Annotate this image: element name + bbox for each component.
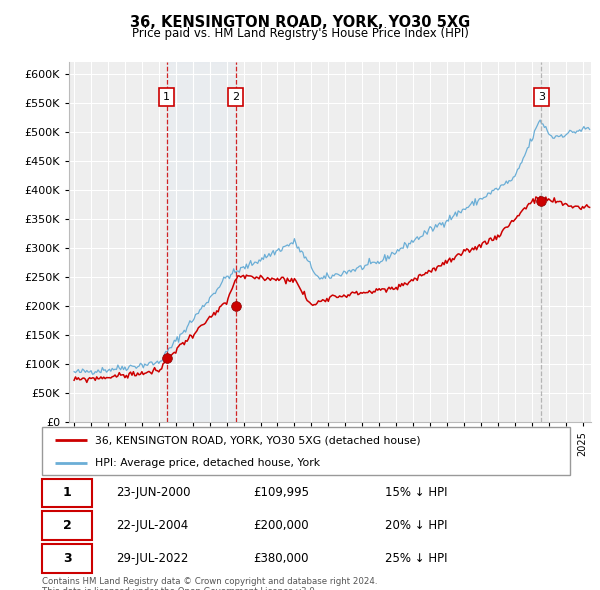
Text: 29-JUL-2022: 29-JUL-2022	[116, 552, 188, 565]
Text: 25% ↓ HPI: 25% ↓ HPI	[385, 552, 448, 565]
Text: 22-JUL-2004: 22-JUL-2004	[116, 519, 188, 532]
Text: 2: 2	[232, 92, 239, 102]
Text: £380,000: £380,000	[253, 552, 309, 565]
FancyBboxPatch shape	[42, 544, 92, 573]
Text: 3: 3	[538, 92, 545, 102]
FancyBboxPatch shape	[42, 478, 92, 507]
FancyBboxPatch shape	[42, 427, 570, 475]
Text: Contains HM Land Registry data © Crown copyright and database right 2024.
This d: Contains HM Land Registry data © Crown c…	[42, 577, 377, 590]
Text: 15% ↓ HPI: 15% ↓ HPI	[385, 487, 448, 500]
Text: 1: 1	[163, 92, 170, 102]
Text: HPI: Average price, detached house, York: HPI: Average price, detached house, York	[95, 458, 320, 468]
Text: 23-JUN-2000: 23-JUN-2000	[116, 487, 190, 500]
FancyBboxPatch shape	[42, 512, 92, 540]
Text: £200,000: £200,000	[253, 519, 309, 532]
Text: 2: 2	[63, 519, 71, 532]
Text: 1: 1	[63, 487, 71, 500]
Text: 20% ↓ HPI: 20% ↓ HPI	[385, 519, 448, 532]
Bar	[167, 62, 236, 422]
Text: £109,995: £109,995	[253, 487, 309, 500]
Text: Price paid vs. HM Land Registry's House Price Index (HPI): Price paid vs. HM Land Registry's House …	[131, 27, 469, 40]
Text: 36, KENSINGTON ROAD, YORK, YO30 5XG (detached house): 36, KENSINGTON ROAD, YORK, YO30 5XG (det…	[95, 435, 421, 445]
Text: 36, KENSINGTON ROAD, YORK, YO30 5XG: 36, KENSINGTON ROAD, YORK, YO30 5XG	[130, 15, 470, 30]
Text: 3: 3	[63, 552, 71, 565]
